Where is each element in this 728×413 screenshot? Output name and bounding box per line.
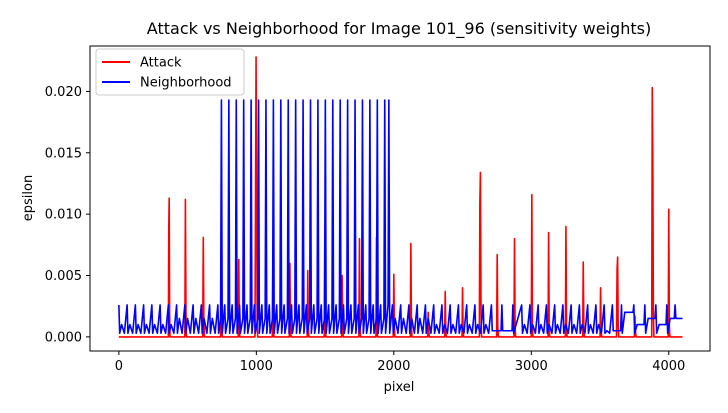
legend-label-attack: Attack <box>140 56 182 71</box>
series-line-neighborhood <box>118 99 683 335</box>
legend-label-neighborhood: Neighborhood <box>140 76 232 91</box>
x-tick-label: 3000 <box>515 359 548 374</box>
y-tick-label: 0.010 <box>45 208 82 223</box>
y-axis-ticks: 0.000 0.005 0.010 0.015 0.020 <box>45 85 90 345</box>
axes-frame <box>89 45 711 352</box>
series-layer <box>118 56 683 338</box>
x-axis-ticks: 0 1000 2000 3000 4000 <box>115 351 685 374</box>
y-tick-label: 0.020 <box>45 85 82 100</box>
legend-box <box>95 48 245 96</box>
x-tick-label: 4000 <box>652 359 685 374</box>
x-tick-label: 0 <box>115 359 123 374</box>
legend: Attack Neighborhood <box>95 48 245 96</box>
series-line-attack <box>118 56 683 338</box>
x-axis-label: pixel <box>384 380 415 395</box>
x-tick-label: 2000 <box>377 359 410 374</box>
y-tick-label: 0.005 <box>45 269 82 284</box>
x-tick-label: 1000 <box>240 359 273 374</box>
y-tick-label: 0.015 <box>45 146 82 161</box>
y-tick-label: 0.000 <box>45 330 82 345</box>
chart-title: Attack vs Neighborhood for Image 101_96 … <box>147 19 651 39</box>
y-axis-label: epsilon <box>21 175 36 221</box>
